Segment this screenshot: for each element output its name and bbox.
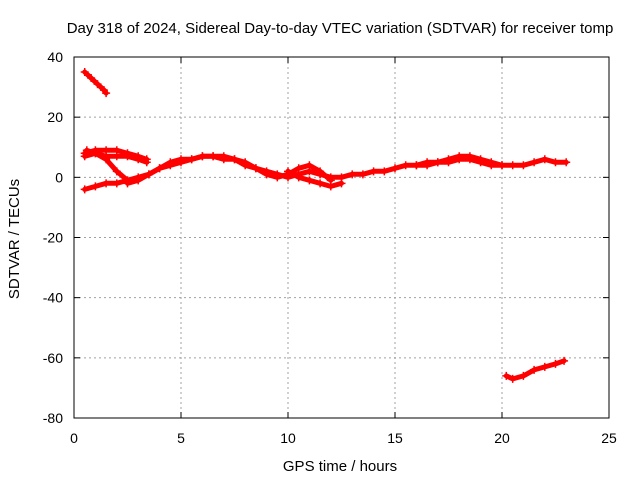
data-point <box>80 68 89 77</box>
series-trace <box>125 153 334 186</box>
data-point <box>508 374 517 383</box>
data-point <box>198 152 207 161</box>
data-point <box>560 356 569 365</box>
data-point <box>112 179 121 188</box>
data-point <box>102 89 111 98</box>
data-point <box>230 155 239 164</box>
y-tick-label: 40 <box>47 49 63 65</box>
series-segment-1 <box>80 68 111 98</box>
series-segment-6 <box>123 152 335 188</box>
data-point <box>273 173 282 182</box>
data-point <box>316 167 325 176</box>
data-point <box>219 155 228 164</box>
series-segment-7 <box>284 167 346 191</box>
data-point <box>476 155 485 164</box>
y-tick-label: -40 <box>43 290 63 306</box>
data-point <box>91 149 100 158</box>
data-point <box>155 164 164 173</box>
data-point <box>294 173 303 182</box>
y-tick-label: -60 <box>43 350 63 366</box>
data-point <box>433 158 442 167</box>
y-tick-label: 20 <box>47 109 63 125</box>
data-point <box>80 152 89 161</box>
data-point <box>123 152 132 161</box>
data-point <box>551 158 560 167</box>
x-tick-label: 15 <box>387 430 403 446</box>
data-point <box>551 359 560 368</box>
data-point <box>87 74 96 83</box>
data-point <box>412 161 421 170</box>
data-point <box>401 161 410 170</box>
data-point <box>82 146 91 155</box>
data-point <box>187 155 196 164</box>
data-point <box>241 161 250 170</box>
x-axis-label: GPS time / hours <box>283 458 397 475</box>
axes: 0 5 10 15 20 25 -80 -60 -40 -20 0 20 40 <box>43 49 617 446</box>
data-point <box>262 170 271 179</box>
y-tick-label: 0 <box>55 169 63 185</box>
data-point <box>316 179 325 188</box>
chart-title: Day 318 of 2024, Sidereal Day-to-day VTE… <box>67 20 614 37</box>
data-point <box>102 155 111 164</box>
data-point <box>502 371 511 380</box>
data-point <box>284 167 292 176</box>
data-point <box>93 80 102 89</box>
data-point <box>498 161 506 170</box>
data-point <box>166 158 175 167</box>
x-tick-label: 25 <box>601 430 617 446</box>
y-axis-label: SDTVAR / TECUs <box>6 179 23 299</box>
data-point <box>540 155 549 164</box>
data-point <box>326 182 335 191</box>
y-tick-label: -20 <box>43 230 63 246</box>
data-point <box>508 161 517 170</box>
data-point <box>177 155 185 164</box>
data-point <box>337 179 346 188</box>
data-point <box>112 167 121 176</box>
data-point <box>519 371 528 380</box>
data-point <box>294 164 303 173</box>
data-point <box>465 152 474 161</box>
data-point <box>540 362 549 371</box>
x-tick-label: 10 <box>280 430 296 446</box>
x-tick-label: 5 <box>177 430 185 446</box>
data-point <box>123 179 132 188</box>
data-point <box>444 155 453 164</box>
x-tick-label: 0 <box>70 430 78 446</box>
data-point <box>530 365 539 374</box>
data-point <box>305 176 314 185</box>
data-point <box>142 158 151 167</box>
data-point <box>305 161 314 170</box>
data-point <box>423 158 432 167</box>
series-segment-8 <box>412 152 506 170</box>
y-tick-label: -80 <box>43 410 63 426</box>
data-point <box>562 158 571 167</box>
data-point <box>134 155 143 164</box>
data-point <box>369 167 378 176</box>
data-point <box>530 158 539 167</box>
data-point <box>112 152 121 161</box>
data-point <box>380 167 389 176</box>
data-point <box>91 182 100 191</box>
data-point <box>391 164 399 173</box>
data-point <box>251 164 260 173</box>
data-point <box>102 179 111 188</box>
data-point <box>144 170 153 179</box>
data-point <box>358 170 367 179</box>
data-point <box>348 170 357 179</box>
data-point <box>519 161 528 170</box>
data-point <box>209 152 218 161</box>
data-point <box>455 152 464 161</box>
data-point <box>487 158 496 167</box>
series-segment-9 <box>502 356 569 383</box>
grid <box>74 57 609 418</box>
data-series <box>80 68 571 383</box>
data-point <box>134 176 143 185</box>
data-point <box>80 185 89 194</box>
x-tick-label: 20 <box>494 430 510 446</box>
